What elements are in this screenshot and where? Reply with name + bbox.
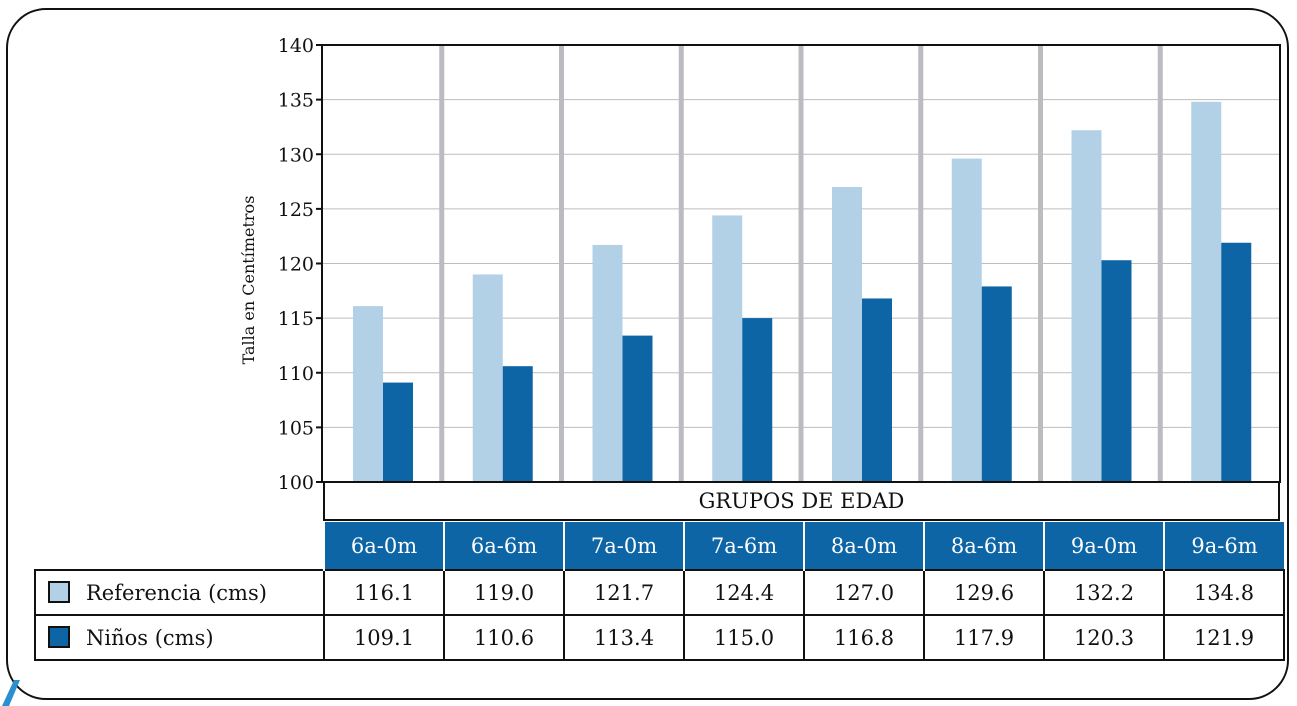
category-row: 6a-0m 6a-6m 7a-0m 7a-6m 8a-0m 8a-6m 9a-0m 9a-6m <box>35 522 1284 570</box>
referencia-value: 119.0 <box>443 569 565 616</box>
ninos-value: 109.1 <box>323 614 445 661</box>
bar-ninos <box>622 335 653 482</box>
bar-referencia <box>1191 101 1222 482</box>
legend-referencia-label: Referencia (cms) <box>86 580 267 605</box>
y-axis-label: Talla en Centímetros <box>239 196 258 365</box>
bar-referencia <box>472 274 503 482</box>
bar-ninos <box>742 318 773 482</box>
referencia-row: Referencia (cms) 116.1 119.0 121.7 124.4 127… <box>34 569 1285 616</box>
referencia-value: 124.4 <box>683 569 805 616</box>
chart-frame <box>6 8 1289 700</box>
referencia-value: 127.0 <box>803 569 925 616</box>
data-table: 6a-0m 6a-6m 7a-0m 7a-6m 8a-0m 8a-6m 9a-0m 9a-6m… <box>34 522 1285 661</box>
bar-referencia <box>951 158 982 482</box>
ninos-value: 120.3 <box>1043 614 1165 661</box>
category-label: 9a-0m <box>1043 522 1164 570</box>
y-tick-label: 135 <box>278 90 314 112</box>
y-axis-ticks: 100 105 110 115 120 125 130 135 140 <box>278 35 322 494</box>
group-separator <box>918 45 924 482</box>
bar-ninos <box>1221 242 1252 482</box>
ninos-swatch <box>48 625 70 648</box>
group-separator <box>798 45 804 482</box>
bar-ninos <box>862 298 892 482</box>
y-tick-label: 115 <box>278 308 314 330</box>
group-separators <box>439 45 1163 482</box>
y-tick-label: 120 <box>278 254 314 276</box>
referencia-value: 132.2 <box>1043 569 1165 616</box>
corner-accent-decoration <box>2 680 20 706</box>
category-label: 7a-6m <box>683 522 804 570</box>
referencia-value: 116.1 <box>323 569 445 616</box>
group-separator <box>1038 45 1043 482</box>
y-tick-label: 110 <box>278 363 314 385</box>
category-label: 6a-6m <box>443 522 564 570</box>
bar-referencia <box>712 215 743 482</box>
bar-ninos <box>981 286 1012 482</box>
referencia-swatch <box>48 580 70 603</box>
y-tick-label: 100 <box>278 472 314 494</box>
ninos-value: 115.0 <box>683 614 805 661</box>
bar-ninos <box>383 382 413 482</box>
referencia-value: 134.8 <box>1163 569 1285 616</box>
y-tick-label: 140 <box>278 35 314 57</box>
ninos-value: 113.4 <box>563 614 685 661</box>
legend-ninos: Niños (cms) <box>34 614 325 661</box>
group-separator <box>439 45 445 482</box>
category-label: 6a-0m <box>323 522 444 570</box>
ninos-value: 110.6 <box>443 614 565 661</box>
bar-referencia <box>592 244 623 482</box>
category-label: 8a-0m <box>803 522 924 570</box>
group-separator <box>1157 45 1163 482</box>
group-separator <box>559 45 564 482</box>
ninos-value: 121.9 <box>1163 614 1285 661</box>
ninos-value: 117.9 <box>923 614 1045 661</box>
legend-referencia: Referencia (cms) <box>34 569 325 616</box>
group-separator <box>678 45 684 482</box>
bar-referencia <box>832 187 862 482</box>
bars <box>353 101 1252 482</box>
y-tick-label: 130 <box>278 144 314 166</box>
ninos-value: 116.8 <box>803 614 925 661</box>
category-label: 8a-6m <box>923 522 1044 570</box>
y-tick-label: 125 <box>278 199 314 221</box>
referencia-value: 129.6 <box>923 569 1045 616</box>
y-tick-label: 105 <box>278 417 314 439</box>
bar-ninos <box>1101 260 1132 482</box>
bar-referencia <box>353 306 383 482</box>
ninos-row: Niños (cms) 109.1 110.6 113.4 115.0 116.8 117… <box>34 614 1285 661</box>
category-label: 9a-6m <box>1163 522 1284 570</box>
x-axis-title: GRUPOS DE EDAD <box>323 481 1280 521</box>
legend-ninos-label: Niños (cms) <box>86 625 214 650</box>
category-label: 7a-0m <box>563 522 684 570</box>
bar-referencia <box>1071 130 1102 482</box>
referencia-value: 121.7 <box>563 569 685 616</box>
table-corner <box>35 522 324 570</box>
bar-ninos <box>502 366 533 482</box>
